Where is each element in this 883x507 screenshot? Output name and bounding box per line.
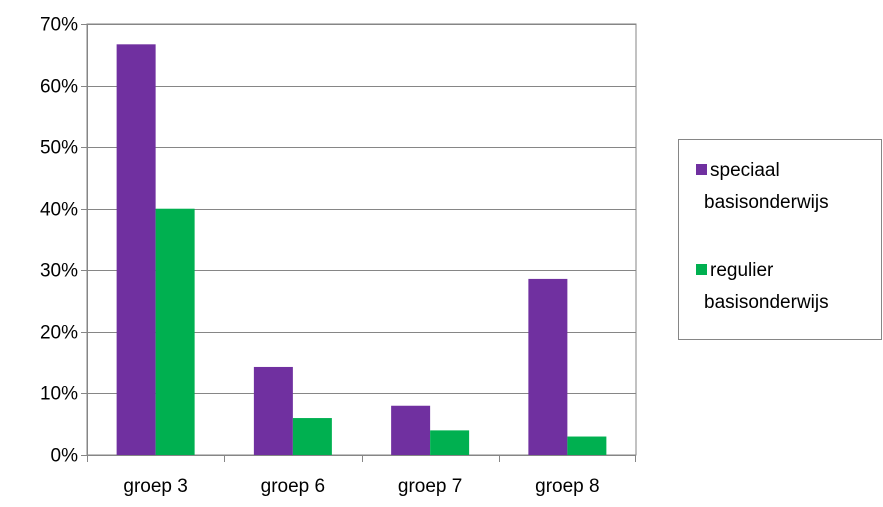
bars	[116, 44, 607, 455]
legend-label: basisonderwijs	[704, 292, 829, 313]
y-tick-label: 50%	[40, 138, 78, 159]
bar-speciaal	[253, 366, 293, 455]
legend-label: regulier	[710, 260, 774, 281]
bar-speciaal	[391, 405, 431, 455]
x-tick-label: groep 8	[535, 476, 599, 497]
y-tick-label: 30%	[40, 261, 78, 282]
bar-regulier	[567, 436, 607, 455]
y-tick-label: 20%	[40, 323, 78, 344]
bar-regulier	[292, 418, 332, 455]
x-tick-label: groep 6	[261, 476, 325, 497]
legend-label: basisonderwijs	[704, 192, 829, 213]
bar-speciaal	[528, 278, 568, 455]
legend-box	[678, 139, 882, 340]
axes	[81, 24, 636, 462]
y-tick-label: 40%	[40, 200, 78, 221]
legend-label: speciaal	[710, 160, 780, 181]
y-tick-label: 10%	[40, 384, 78, 405]
legend: speciaal basisonderwijs regulier basisonder…	[678, 139, 882, 340]
y-tick-label: 70%	[40, 15, 78, 36]
legend-swatch-regulier	[696, 264, 707, 275]
tick-labels: 0% 10% 20% 30% 40% 50% 60% 70% groep 3 groep 6 gro…	[40, 15, 600, 498]
x-tick-label: groep 3	[123, 476, 187, 497]
legend-swatch-speciaal	[696, 164, 707, 175]
y-tick-label: 60%	[40, 77, 78, 98]
bar-speciaal	[116, 44, 156, 455]
bar-regulier	[155, 208, 195, 455]
x-tick-label: groep 7	[398, 476, 462, 497]
y-tick-label: 0%	[51, 446, 79, 467]
bar-regulier	[430, 430, 470, 455]
